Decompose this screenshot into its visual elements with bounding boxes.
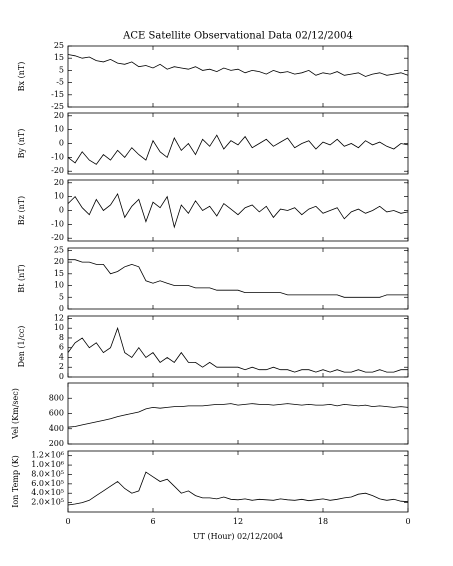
y-tick-label: 25 bbox=[54, 41, 64, 50]
y-tick-label: 6 bbox=[59, 343, 64, 352]
y-tick-label: 15 bbox=[54, 269, 64, 278]
y-tick-label: 0 bbox=[59, 139, 64, 148]
data-line bbox=[68, 259, 408, 298]
y-tick-label: 10 bbox=[54, 125, 64, 134]
data-line bbox=[67, 326, 408, 373]
y-tick-label: 8.0×10⁵ bbox=[31, 469, 64, 478]
y-tick-label: 20 bbox=[54, 178, 64, 187]
data-line bbox=[67, 471, 409, 506]
y-tick-label: 200 bbox=[49, 439, 64, 448]
y-tick-label: 10 bbox=[54, 323, 64, 332]
y-axis-label: Ion Temp (K) bbox=[11, 455, 20, 508]
x-axis-label: UT (Hour) 02/12/2004 bbox=[193, 532, 283, 541]
y-tick-label: 5 bbox=[59, 65, 64, 74]
y-tick-label: 2.0×10⁵ bbox=[31, 498, 64, 507]
y-tick-label: -10 bbox=[51, 152, 64, 161]
data-line bbox=[67, 54, 409, 77]
x-tick-label: 0 bbox=[65, 517, 70, 526]
y-tick-label: -25 bbox=[51, 102, 64, 111]
y-tick-label: 4.0×10⁵ bbox=[31, 488, 64, 497]
y-tick-label: 2 bbox=[59, 362, 64, 371]
panel-frame bbox=[67, 315, 409, 378]
data-line bbox=[67, 134, 409, 165]
y-tick-label: 4 bbox=[59, 352, 64, 361]
y-tick-label: 10 bbox=[54, 192, 64, 201]
panel-frame bbox=[67, 179, 409, 242]
x-tick-label: 18 bbox=[318, 517, 328, 526]
y-tick-label: -5 bbox=[56, 78, 64, 87]
y-tick-label: 8 bbox=[59, 333, 64, 342]
panel-frame bbox=[67, 112, 409, 175]
y-axis-label: Den (1/cc) bbox=[17, 326, 26, 368]
y-axis-label: Bx (nT) bbox=[17, 62, 26, 92]
y-tick-label: 1.0×10⁶ bbox=[31, 460, 64, 469]
y-tick-label: -20 bbox=[51, 233, 64, 242]
y-tick-label: 5 bbox=[59, 292, 64, 301]
y-tick-label: 20 bbox=[54, 111, 64, 120]
y-tick-label: 15 bbox=[54, 53, 64, 62]
data-line bbox=[67, 192, 409, 229]
y-tick-label: 800 bbox=[49, 393, 64, 402]
x-tick-label: 12 bbox=[233, 517, 243, 526]
data-line bbox=[67, 403, 409, 428]
panel-frame bbox=[67, 450, 409, 513]
y-tick-label: 0 bbox=[59, 372, 64, 381]
y-tick-label: 25 bbox=[54, 245, 64, 254]
y-tick-label: 400 bbox=[49, 424, 64, 433]
y-tick-label: 1.2×10⁶ bbox=[31, 451, 64, 460]
chart-title: ACE Satellite Observational Data 02/12/2… bbox=[122, 31, 353, 42]
y-tick-label: 600 bbox=[49, 409, 64, 418]
y-tick-label: 0 bbox=[59, 304, 64, 313]
x-tick-label: 0 bbox=[405, 517, 410, 526]
y-axis-label: By (nT) bbox=[17, 129, 26, 159]
y-tick-label: 12 bbox=[54, 313, 64, 322]
panel-frame bbox=[67, 247, 409, 310]
y-tick-label: -20 bbox=[51, 166, 64, 175]
y-tick-label: 6.0×10⁵ bbox=[31, 479, 64, 488]
y-tick-label: -15 bbox=[51, 90, 64, 99]
y-tick-label: 0 bbox=[59, 206, 64, 215]
y-tick-label: 10 bbox=[54, 281, 64, 290]
y-axis-label: Bt (nT) bbox=[17, 264, 26, 292]
y-axis-label: Bz (nT) bbox=[17, 196, 26, 225]
x-tick-label: 6 bbox=[150, 517, 155, 526]
panel-frame bbox=[67, 45, 409, 108]
panel-frame bbox=[67, 382, 409, 445]
y-tick-label: -10 bbox=[51, 219, 64, 228]
y-axis-label: Vel (Km/sec) bbox=[11, 388, 20, 440]
y-tick-label: 20 bbox=[54, 257, 64, 266]
